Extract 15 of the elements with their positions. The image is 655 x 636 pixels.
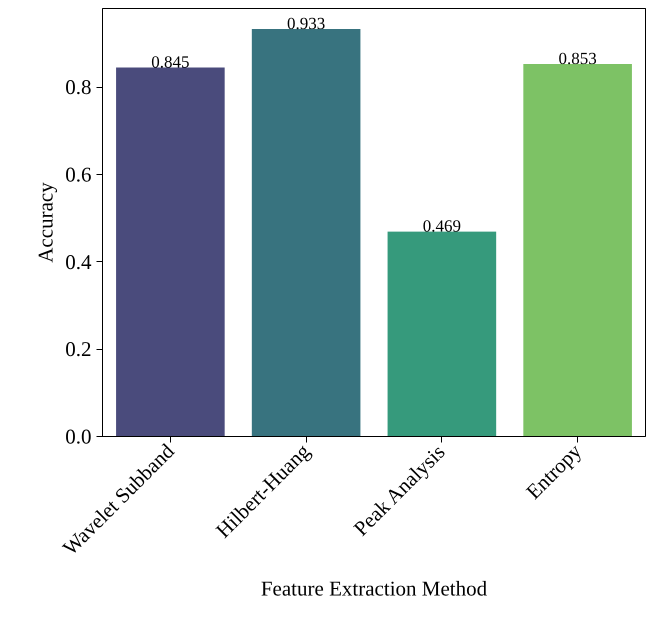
y-axis-title: Accuracy xyxy=(33,182,58,263)
data-label: 0.853 xyxy=(558,48,597,68)
bar xyxy=(523,64,632,436)
bar xyxy=(116,67,225,436)
text: 0.6 xyxy=(65,162,92,186)
x-axis-title: Feature Extraction Method xyxy=(260,576,488,600)
text: 0.2 xyxy=(65,337,92,362)
text: 0.0 xyxy=(65,424,92,448)
text: 0.8 xyxy=(65,75,92,100)
bar xyxy=(252,29,360,436)
data-label: 0.845 xyxy=(151,52,190,72)
text: 0.4 xyxy=(65,250,92,274)
bar xyxy=(388,232,496,436)
data-label: 0.933 xyxy=(287,14,326,34)
data-label: 0.469 xyxy=(422,216,461,236)
